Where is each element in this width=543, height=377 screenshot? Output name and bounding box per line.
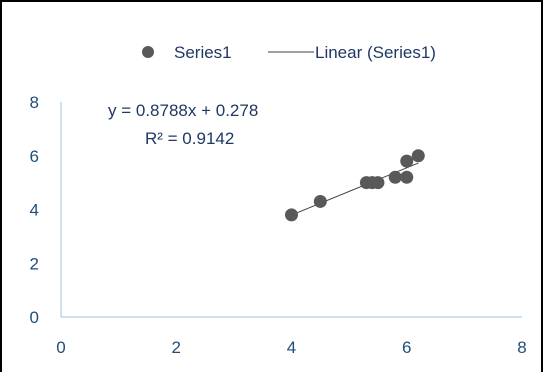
data-point	[400, 154, 414, 168]
data-point	[400, 170, 414, 184]
y-tick-label: 8	[30, 93, 39, 112]
trendline-r-squared: R² = 0.9142	[145, 129, 234, 148]
legend-label-series1: Series1	[174, 43, 232, 62]
x-tick-label: 6	[402, 338, 411, 357]
legend-label-trendline: Linear (Series1)	[315, 43, 436, 62]
y-tick-label: 0	[30, 308, 39, 327]
legend-marker-series1	[142, 46, 154, 58]
x-axis-tick-labels: 0 2 4 6 8	[56, 338, 526, 357]
x-tick-label: 8	[517, 338, 526, 357]
x-tick-label: 4	[287, 338, 296, 357]
legend: Series1 Linear (Series1)	[142, 43, 436, 62]
y-tick-label: 4	[30, 201, 39, 220]
data-points	[285, 149, 425, 222]
trendline	[291, 162, 419, 216]
y-tick-label: 6	[30, 147, 39, 166]
y-axis-tick-labels: 0 2 4 6 8	[30, 93, 39, 327]
data-point	[388, 170, 402, 184]
data-point	[285, 208, 298, 222]
data-point	[411, 149, 425, 163]
x-tick-label: 2	[172, 338, 181, 357]
data-point	[313, 194, 327, 208]
trendline-equation: y = 0.8788x + 0.278	[108, 101, 258, 120]
data-point	[371, 176, 385, 190]
y-tick-label: 2	[30, 254, 39, 273]
x-tick-label: 0	[56, 338, 65, 357]
